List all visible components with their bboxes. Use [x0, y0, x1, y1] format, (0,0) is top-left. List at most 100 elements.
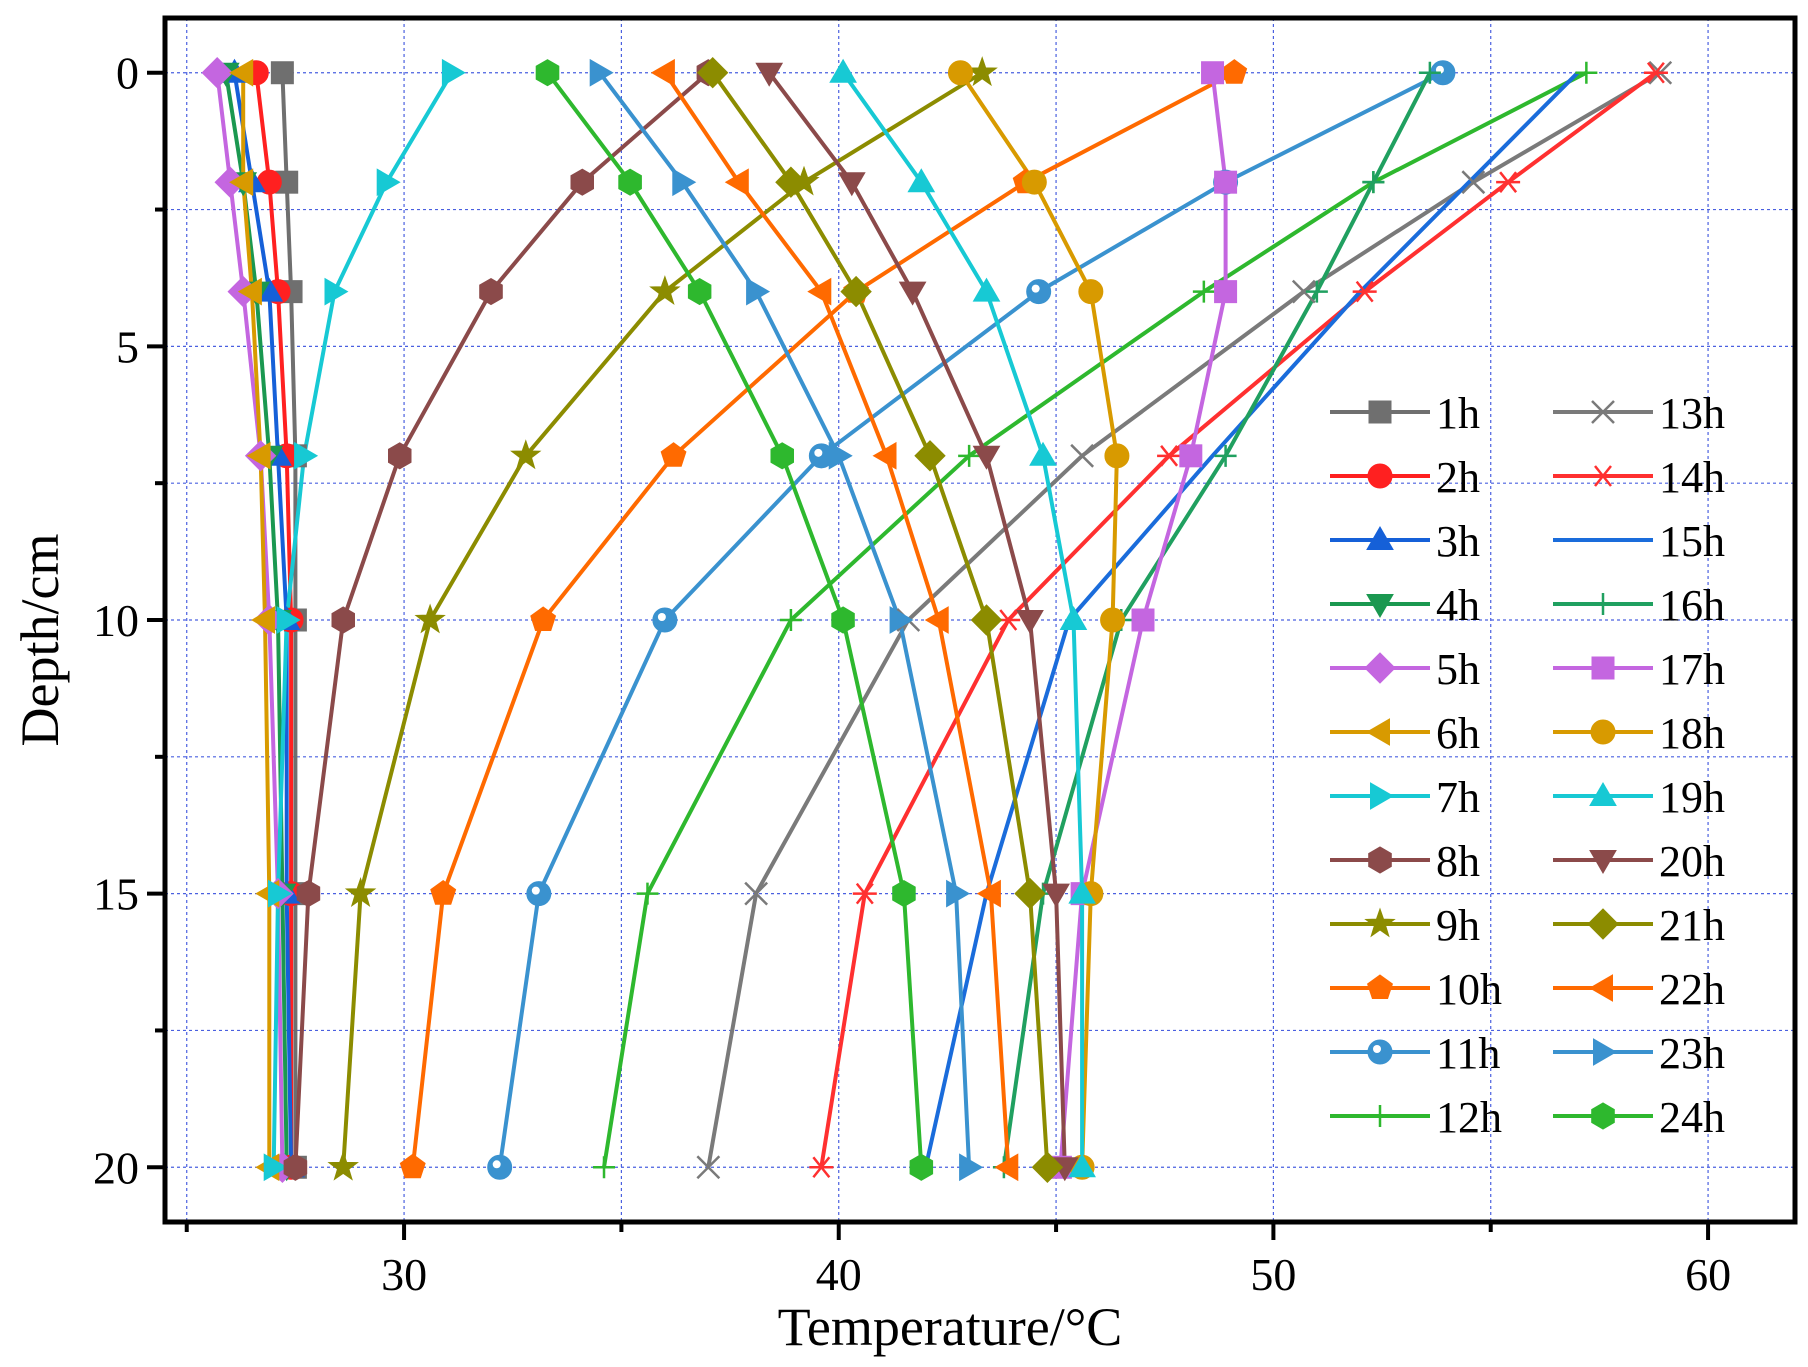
- data-point-11h-highlight: [814, 448, 823, 457]
- data-point-23h: [946, 879, 971, 908]
- legend-swatch-marker: [1591, 400, 1615, 424]
- data-point-10h: [660, 442, 687, 467]
- legend-item-1h: 1h: [1330, 389, 1480, 438]
- data-point-24h: [687, 278, 712, 306]
- data-point-12h: [593, 1156, 616, 1179]
- data-point-7h: [263, 1153, 288, 1182]
- data-point-22h: [872, 441, 897, 470]
- data-point-17h: [1201, 61, 1225, 85]
- series-markers-11h: [487, 60, 1456, 1180]
- series-markers-23h: [589, 58, 984, 1182]
- legend-swatch-marker: [1593, 1038, 1617, 1066]
- legend-item-24h: 24h: [1553, 1093, 1725, 1142]
- data-point-6h: [237, 277, 262, 306]
- data-point-22h: [924, 606, 949, 634]
- data-point-14h: [1352, 280, 1377, 303]
- legend-swatch-marker: [1590, 719, 1616, 745]
- legend-swatch-marker: [1589, 782, 1617, 806]
- data-point-9h: [344, 877, 377, 908]
- legend-label: 23h: [1659, 1029, 1725, 1078]
- legend-swatch-marker: [1367, 1039, 1393, 1065]
- data-point-12h: [636, 882, 659, 905]
- data-point-24h: [909, 1153, 934, 1181]
- x-tick-label: 30: [381, 1249, 427, 1300]
- y-tick-label: 10: [93, 595, 139, 646]
- legend-swatch-marker: [1592, 593, 1614, 615]
- data-point-8h: [479, 278, 503, 306]
- data-point-20h: [755, 62, 784, 87]
- data-point-11h-highlight: [492, 1160, 501, 1169]
- data-point-7h: [324, 277, 349, 306]
- data-point-10h: [430, 879, 457, 905]
- data-point-20h: [837, 172, 866, 197]
- data-point-24h: [535, 59, 560, 87]
- data-point-19h: [1029, 441, 1057, 466]
- legend-label: 24h: [1659, 1093, 1725, 1142]
- legend-label: 19h: [1659, 773, 1725, 822]
- data-point-17h: [1179, 444, 1203, 468]
- data-point-5h: [201, 56, 233, 89]
- axis-ticks: [147, 70, 1711, 1240]
- data-point-8h: [570, 168, 594, 196]
- legend-item-10h: 10h: [1330, 965, 1502, 1014]
- data-point-9h: [510, 439, 542, 470]
- data-point-19h: [1068, 879, 1096, 904]
- series-markers-14h: [809, 61, 1668, 1179]
- data-point-20h: [1016, 610, 1044, 634]
- legend-label: 22h: [1659, 965, 1725, 1014]
- legend-item-7h: 7h: [1330, 773, 1480, 822]
- data-point-12h: [1575, 61, 1598, 84]
- data-point-6h: [229, 168, 254, 197]
- data-point-23h: [746, 277, 771, 306]
- legend-label: 6h: [1436, 709, 1480, 758]
- data-point-7h: [294, 441, 319, 470]
- data-point-6h: [229, 58, 254, 87]
- data-point-16h: [1362, 171, 1385, 194]
- legend-label: 12h: [1436, 1093, 1502, 1142]
- legend-label: 10h: [1436, 965, 1502, 1014]
- data-point-11h: [652, 607, 678, 633]
- legend-swatch-marker: [1368, 400, 1392, 424]
- data-point-21h: [775, 166, 807, 198]
- data-point-14h: [809, 1156, 834, 1179]
- data-point-22h: [807, 277, 832, 306]
- legend-swatch-marker: [1591, 465, 1615, 487]
- data-point-13h: [1291, 279, 1316, 304]
- data-point-19h: [1059, 605, 1088, 630]
- data-point-23h: [672, 168, 697, 197]
- series-markers-19h: [829, 58, 1096, 1178]
- data-point-24h: [831, 606, 855, 634]
- legend-item-17h: 17h: [1553, 645, 1725, 694]
- data-point-24h: [892, 880, 916, 908]
- legend-label: 17h: [1659, 645, 1725, 694]
- legend-label: 18h: [1659, 709, 1725, 758]
- legend-swatch-marker: [1591, 656, 1615, 680]
- data-point-13h: [696, 1155, 721, 1180]
- legend-label: 3h: [1436, 517, 1480, 566]
- legend-item-9h: 9h: [1330, 901, 1480, 950]
- data-point-20h: [972, 445, 1001, 470]
- data-point-20h: [898, 281, 927, 306]
- legend-swatch-marker: [1587, 908, 1619, 940]
- data-point-22h: [976, 879, 1001, 908]
- data-point-12h: [958, 444, 981, 467]
- data-point-9h: [414, 603, 446, 634]
- legend-swatch-marker: [1367, 463, 1393, 489]
- legend-swatch-marker: [1366, 526, 1394, 550]
- data-point-16h: [1305, 280, 1328, 303]
- data-point-19h: [1068, 1153, 1096, 1178]
- legend-label: 11h: [1436, 1029, 1500, 1078]
- legend-label: 9h: [1436, 901, 1480, 950]
- data-point-23h: [589, 58, 614, 87]
- data-point-24h: [770, 442, 794, 470]
- data-point-21h: [1014, 877, 1046, 910]
- data-point-16h: [1418, 61, 1441, 84]
- data-point-8h: [283, 1153, 308, 1181]
- data-point-12h: [779, 609, 802, 631]
- legend-item-22h: 22h: [1553, 965, 1725, 1014]
- data-point-14h: [852, 882, 877, 905]
- data-point-17h: [1214, 170, 1238, 194]
- data-point-16h: [1214, 444, 1237, 467]
- data-point-22h: [724, 168, 749, 197]
